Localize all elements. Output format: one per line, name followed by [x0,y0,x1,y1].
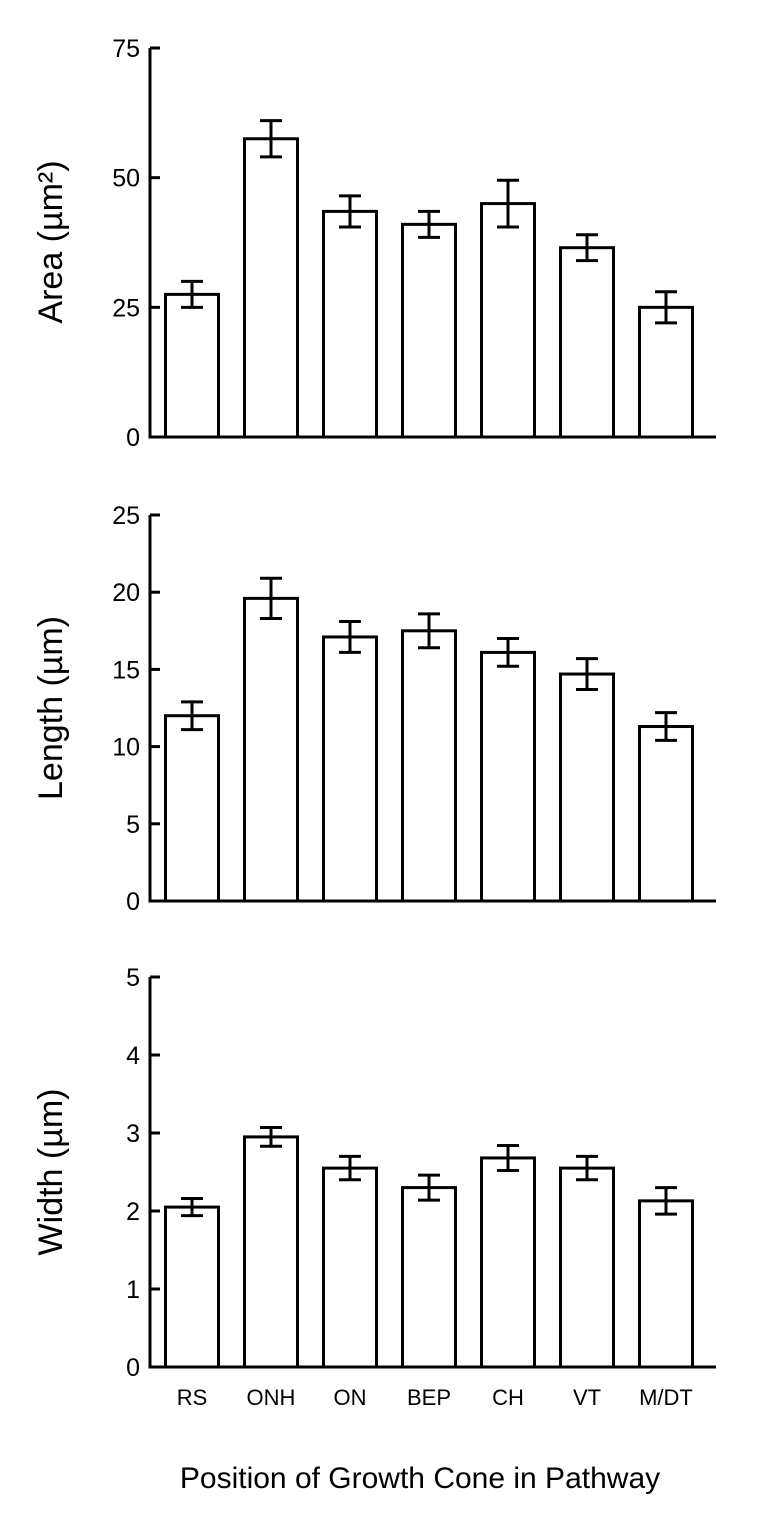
x-tick-label: VT [573,1385,601,1410]
y-tick-label: 25 [112,294,140,322]
bar-vt [559,1166,615,1369]
bar-onh [243,596,299,903]
bar-vt [559,672,615,903]
bar-rs [164,292,220,439]
chart-panel-2: 0 1 2 3 4 5 RS ONH ON BEP CH VT M/DT [126,964,716,1410]
chart-panels: 0 25 50 75 0 5 10 15 20 25 0 1 2 3 4 5 RS ONH ON BEP CH VT M/D… [112,35,716,1410]
y-tick-label: 25 [112,502,140,530]
y-tick-label: 2 [126,1198,140,1226]
y-axis-title-width: Width (µm) [32,1089,70,1256]
bar-bep [401,629,457,903]
bar-m-dt [638,1199,694,1369]
bar-bep [401,222,457,439]
bar-ch [480,1156,536,1369]
bar-onh [243,1135,299,1369]
x-tick-label: ON [334,1385,367,1410]
bar-on [322,1166,378,1369]
y-axis-title-length: Length (µm) [32,616,70,800]
y-tick-label: 15 [112,656,140,684]
y-tick-label: 50 [112,165,140,193]
x-tick-label: RS [177,1385,208,1410]
bar-ch [480,202,536,439]
x-tick-label: ONH [247,1385,296,1410]
chart-panel-0: 0 25 50 75 [112,35,716,452]
y-tick-label: 20 [112,579,140,607]
y-tick-label: 3 [126,1120,140,1148]
bar-on [322,209,378,439]
x-axis-title: Position of Growth Cone in Pathway [180,1462,660,1495]
y-tick-label: 4 [126,1042,140,1070]
y-tick-label: 5 [126,964,140,992]
bar-onh [243,137,299,439]
y-tick-label: 75 [112,35,140,63]
y-axis-title-area: Area (µm²) [32,160,70,323]
y-tick-label: 10 [112,734,140,762]
bar-on [322,635,378,903]
bar-ch [480,650,536,903]
x-tick-label: M/DT [639,1385,693,1410]
y-tick-label: 1 [126,1276,140,1304]
bar-m-dt [638,725,694,903]
x-tick-label: BEP [407,1385,451,1410]
y-tick-label: 5 [126,811,140,839]
bar-m-dt [638,305,694,439]
y-tick-label: 0 [126,424,140,452]
chart-panel-1: 0 5 10 15 20 25 [112,502,716,916]
bar-vt [559,246,615,439]
y-tick-label: 0 [126,1354,140,1382]
y-tick-label: 0 [126,888,140,916]
bar-bep [401,1186,457,1369]
bar-rs [164,1205,220,1369]
x-tick-label: CH [492,1385,524,1410]
bar-rs [164,714,220,903]
